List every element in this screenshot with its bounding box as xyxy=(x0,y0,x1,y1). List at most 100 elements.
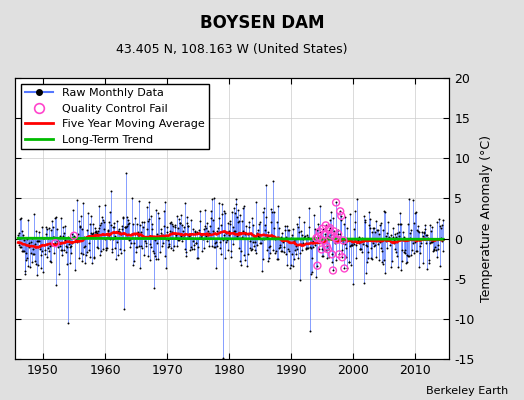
Point xyxy=(59,233,68,240)
Point xyxy=(400,249,408,255)
Point xyxy=(16,216,24,222)
Point xyxy=(128,195,136,201)
Point xyxy=(206,207,215,214)
Point xyxy=(222,229,231,236)
Point xyxy=(133,244,141,250)
Point xyxy=(315,246,323,252)
Point xyxy=(207,215,215,222)
Point xyxy=(402,260,410,266)
Point xyxy=(369,240,378,247)
Point xyxy=(191,228,200,235)
Point xyxy=(370,229,379,236)
Point xyxy=(413,247,422,254)
Point xyxy=(292,243,300,249)
Point xyxy=(210,243,219,250)
Point xyxy=(154,256,162,262)
Point xyxy=(293,224,302,230)
Point xyxy=(62,244,71,250)
Point xyxy=(220,232,228,238)
Point xyxy=(360,279,368,286)
Point xyxy=(351,208,359,214)
Point xyxy=(201,207,209,213)
Point xyxy=(422,266,431,272)
Point xyxy=(232,196,240,202)
Text: BOYSEN DAM: BOYSEN DAM xyxy=(200,14,324,32)
Point xyxy=(304,234,312,240)
Point xyxy=(172,232,180,238)
Point xyxy=(19,248,28,254)
Point xyxy=(389,240,398,246)
Point xyxy=(162,224,171,230)
Point xyxy=(149,248,157,254)
Point xyxy=(285,248,293,254)
Point xyxy=(118,222,126,229)
Point xyxy=(419,232,427,239)
Point xyxy=(298,232,306,238)
Point xyxy=(309,238,318,245)
Point xyxy=(233,233,241,240)
Point xyxy=(372,218,380,224)
Point xyxy=(167,244,175,251)
Point xyxy=(347,262,355,268)
Point xyxy=(249,243,258,249)
Point xyxy=(35,229,43,235)
Point xyxy=(242,223,250,230)
Point xyxy=(418,260,427,266)
Point xyxy=(200,245,208,251)
Point xyxy=(420,222,429,228)
Point xyxy=(412,209,421,216)
Point xyxy=(113,228,122,234)
Point xyxy=(16,244,25,250)
Point xyxy=(176,220,184,226)
Point xyxy=(213,228,222,234)
Point xyxy=(353,236,362,243)
Point xyxy=(202,220,211,226)
Point xyxy=(245,245,254,251)
Point xyxy=(108,249,116,255)
Point xyxy=(74,236,82,243)
Point xyxy=(60,237,69,243)
Point xyxy=(313,226,321,233)
Point xyxy=(348,281,357,287)
Point xyxy=(338,254,346,260)
Point xyxy=(237,248,245,255)
Point xyxy=(342,254,351,261)
Point xyxy=(277,234,286,240)
Point xyxy=(438,222,446,228)
Point xyxy=(378,261,387,268)
Point xyxy=(254,227,262,234)
Point xyxy=(128,262,137,268)
Point xyxy=(15,242,23,249)
Point xyxy=(345,243,354,250)
Point xyxy=(439,248,447,254)
Point xyxy=(358,235,367,242)
Point xyxy=(304,205,313,211)
Point xyxy=(289,237,298,244)
Point xyxy=(267,205,275,212)
Point xyxy=(204,231,212,237)
Point xyxy=(334,235,343,241)
Point xyxy=(416,250,424,256)
Point xyxy=(195,227,203,233)
Point xyxy=(104,226,112,233)
Point xyxy=(215,215,223,221)
Point xyxy=(326,225,334,231)
Point xyxy=(275,225,283,231)
Point xyxy=(181,199,190,206)
Point xyxy=(400,234,409,241)
Point xyxy=(336,208,344,214)
Point xyxy=(228,224,237,230)
Point xyxy=(119,306,128,312)
Point xyxy=(123,222,131,229)
Point xyxy=(325,227,333,233)
Point xyxy=(81,243,89,249)
Point xyxy=(99,246,107,252)
Point xyxy=(201,233,210,239)
Point xyxy=(223,237,232,243)
Text: Berkeley Earth: Berkeley Earth xyxy=(426,386,508,396)
Point xyxy=(221,255,230,262)
Point xyxy=(283,227,292,233)
Point xyxy=(41,230,50,237)
Point xyxy=(15,230,24,236)
Point xyxy=(320,238,328,244)
